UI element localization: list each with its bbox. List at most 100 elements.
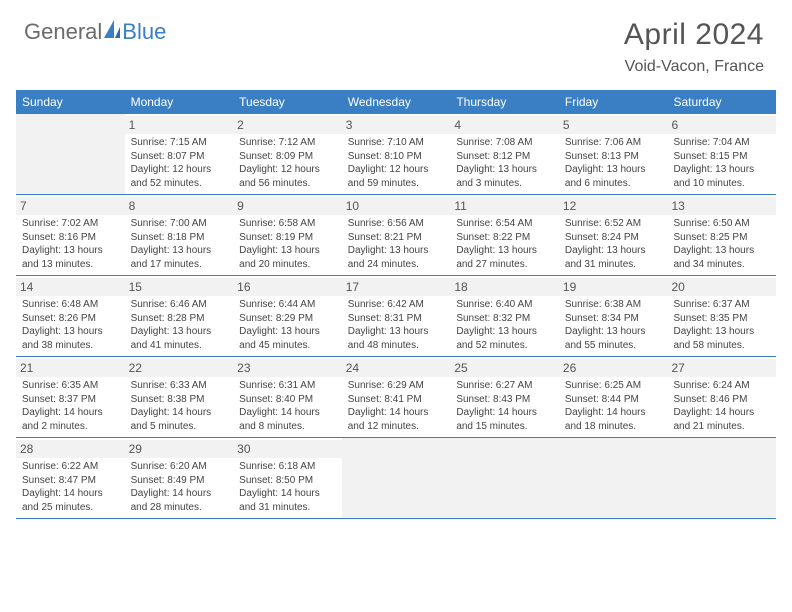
day-info: Sunrise: 6:31 AMSunset: 8:40 PMDaylight:… — [239, 379, 338, 433]
day-info: Sunrise: 6:38 AMSunset: 8:34 PMDaylight:… — [565, 298, 664, 352]
day-cell: 25Sunrise: 6:27 AMSunset: 8:43 PMDayligh… — [450, 357, 559, 437]
week-row: 7 Sunrise: 7:02 AMSunset: 8:16 PMDaylight… — [16, 195, 776, 276]
empty-cell — [450, 438, 559, 518]
day-cell: 21 Sunrise: 6:35 AMSunset: 8:37 PMDayligh… — [16, 357, 125, 437]
day-info: Sunrise: 7:02 AMSunset: 8:16 PMDaylight:… — [22, 217, 121, 271]
day-info: Sunrise: 6:42 AMSunset: 8:31 PMDaylight:… — [348, 298, 447, 352]
day-info: Sunrise: 6:22 AMSunset: 8:47 PMDaylight:… — [22, 460, 121, 514]
day-number: 26 — [559, 359, 668, 377]
day-cell: 5 Sunrise: 7:06 AMSunset: 8:13 PMDaylight… — [559, 114, 668, 194]
day-number: 18 — [450, 278, 559, 296]
day-cell: 3Sunrise: 7:10 AMSunset: 8:10 PMDaylight… — [342, 114, 451, 194]
day-number: 15 — [125, 278, 234, 296]
weekday-header: Wednesday — [342, 90, 451, 114]
day-cell: 29 Sunrise: 6:20 AMSunset: 8:49 PMDayligh… — [125, 438, 234, 518]
day-cell: 23 Sunrise: 6:31 AMSunset: 8:40 PMDayligh… — [233, 357, 342, 437]
week-row: 21 Sunrise: 6:35 AMSunset: 8:37 PMDayligh… — [16, 357, 776, 438]
day-info: Sunrise: 6:54 AMSunset: 8:22 PMDaylight:… — [456, 217, 555, 271]
day-number: 2 — [233, 116, 342, 134]
day-number: 4 — [450, 116, 559, 134]
day-number: 30 — [233, 440, 342, 458]
day-cell: 10Sunrise: 6:56 AMSunset: 8:21 PMDayligh… — [342, 195, 451, 275]
day-number: 17 — [342, 278, 451, 296]
day-info: Sunrise: 6:52 AMSunset: 8:24 PMDaylight:… — [565, 217, 664, 271]
day-cell: 2Sunrise: 7:12 AMSunset: 8:09 PMDaylight… — [233, 114, 342, 194]
weekday-header: Saturday — [667, 90, 776, 114]
day-cell: 11 Sunrise: 6:54 AMSunset: 8:22 PMDayligh… — [450, 195, 559, 275]
day-cell: 16 Sunrise: 6:44 AMSunset: 8:29 PMDayligh… — [233, 276, 342, 356]
day-number: 29 — [125, 440, 234, 458]
day-number: 16 — [233, 278, 342, 296]
day-info: Sunrise: 7:04 AMSunset: 8:15 PMDaylight:… — [673, 136, 772, 190]
week-row: 1Sunrise: 7:15 AMSunset: 8:07 PMDaylight… — [16, 114, 776, 195]
day-info: Sunrise: 6:40 AMSunset: 8:32 PMDaylight:… — [456, 298, 555, 352]
weeks-container: 1Sunrise: 7:15 AMSunset: 8:07 PMDaylight… — [16, 114, 776, 519]
day-number: 13 — [667, 197, 776, 215]
location-label: Void-Vacon, France — [624, 58, 764, 76]
day-info: Sunrise: 6:29 AMSunset: 8:41 PMDaylight:… — [348, 379, 447, 433]
logo-text-blue: Blue — [122, 19, 166, 45]
day-number: 28 — [16, 440, 125, 458]
day-info: Sunrise: 6:35 AMSunset: 8:37 PMDaylight:… — [22, 379, 121, 433]
day-cell: 13Sunrise: 6:50 AMSunset: 8:25 PMDayligh… — [667, 195, 776, 275]
day-info: Sunrise: 7:06 AMSunset: 8:13 PMDaylight:… — [565, 136, 664, 190]
day-info: Sunrise: 6:46 AMSunset: 8:28 PMDaylight:… — [131, 298, 230, 352]
day-number: 21 — [16, 359, 125, 377]
day-info: Sunrise: 6:48 AMSunset: 8:26 PMDaylight:… — [22, 298, 121, 352]
day-cell: 30 Sunrise: 6:18 AMSunset: 8:50 PMDayligh… — [233, 438, 342, 518]
day-cell: 7 Sunrise: 7:02 AMSunset: 8:16 PMDaylight… — [16, 195, 125, 275]
weekday-header: Friday — [559, 90, 668, 114]
day-info: Sunrise: 6:18 AMSunset: 8:50 PMDaylight:… — [239, 460, 338, 514]
weekday-header: Sunday — [16, 90, 125, 114]
logo-text-general: General — [24, 19, 102, 45]
day-cell: 28 Sunrise: 6:22 AMSunset: 8:47 PMDayligh… — [16, 438, 125, 518]
day-info: Sunrise: 6:37 AMSunset: 8:35 PMDaylight:… — [673, 298, 772, 352]
day-info: Sunrise: 6:44 AMSunset: 8:29 PMDaylight:… — [239, 298, 338, 352]
day-cell: 9 Sunrise: 6:58 AMSunset: 8:19 PMDaylight… — [233, 195, 342, 275]
day-cell: 8 Sunrise: 7:00 AMSunset: 8:18 PMDaylight… — [125, 195, 234, 275]
day-cell: 14 Sunrise: 6:48 AMSunset: 8:26 PMDayligh… — [16, 276, 125, 356]
day-cell: 27Sunrise: 6:24 AMSunset: 8:46 PMDayligh… — [667, 357, 776, 437]
empty-cell — [16, 114, 125, 194]
week-row: 14 Sunrise: 6:48 AMSunset: 8:26 PMDayligh… — [16, 276, 776, 357]
logo-sail-icon — [102, 18, 122, 45]
day-cell: 19 Sunrise: 6:38 AMSunset: 8:34 PMDayligh… — [559, 276, 668, 356]
day-number: 11 — [450, 197, 559, 215]
week-row: 28 Sunrise: 6:22 AMSunset: 8:47 PMDayligh… — [16, 438, 776, 519]
day-cell: 24 Sunrise: 6:29 AMSunset: 8:41 PMDayligh… — [342, 357, 451, 437]
day-info: Sunrise: 6:33 AMSunset: 8:38 PMDaylight:… — [131, 379, 230, 433]
day-number: 19 — [559, 278, 668, 296]
day-cell: 12 Sunrise: 6:52 AMSunset: 8:24 PMDayligh… — [559, 195, 668, 275]
day-cell: 26Sunrise: 6:25 AMSunset: 8:44 PMDayligh… — [559, 357, 668, 437]
day-cell: 18 Sunrise: 6:40 AMSunset: 8:32 PMDayligh… — [450, 276, 559, 356]
day-number: 24 — [342, 359, 451, 377]
day-cell: 17 Sunrise: 6:42 AMSunset: 8:31 PMDayligh… — [342, 276, 451, 356]
day-info: Sunrise: 6:20 AMSunset: 8:49 PMDaylight:… — [131, 460, 230, 514]
day-info: Sunrise: 6:24 AMSunset: 8:46 PMDaylight:… — [673, 379, 772, 433]
day-number: 22 — [125, 359, 234, 377]
day-number: 23 — [233, 359, 342, 377]
header: General Blue April 2024 Void-Vacon, Fran… — [0, 0, 792, 84]
empty-cell — [559, 438, 668, 518]
day-number: 8 — [125, 197, 234, 215]
day-info: Sunrise: 7:08 AMSunset: 8:12 PMDaylight:… — [456, 136, 555, 190]
weekday-header: Monday — [125, 90, 234, 114]
day-info: Sunrise: 6:58 AMSunset: 8:19 PMDaylight:… — [239, 217, 338, 271]
weekday-header: Thursday — [450, 90, 559, 114]
day-cell: 4 Sunrise: 7:08 AMSunset: 8:12 PMDaylight… — [450, 114, 559, 194]
day-info: Sunrise: 6:27 AMSunset: 8:43 PMDaylight:… — [456, 379, 555, 433]
day-cell: 22 Sunrise: 6:33 AMSunset: 8:38 PMDayligh… — [125, 357, 234, 437]
day-number: 5 — [559, 116, 668, 134]
empty-cell — [342, 438, 451, 518]
day-number: 12 — [559, 197, 668, 215]
day-cell: 20Sunrise: 6:37 AMSunset: 8:35 PMDayligh… — [667, 276, 776, 356]
day-number: 10 — [342, 197, 451, 215]
day-number: 9 — [233, 197, 342, 215]
weekday-header: Tuesday — [233, 90, 342, 114]
page-title: April 2024 — [624, 18, 764, 52]
day-info: Sunrise: 7:10 AMSunset: 8:10 PMDaylight:… — [348, 136, 447, 190]
day-number: 7 — [16, 197, 125, 215]
day-info: Sunrise: 7:00 AMSunset: 8:18 PMDaylight:… — [131, 217, 230, 271]
day-cell: 1Sunrise: 7:15 AMSunset: 8:07 PMDaylight… — [125, 114, 234, 194]
day-number: 14 — [16, 278, 125, 296]
